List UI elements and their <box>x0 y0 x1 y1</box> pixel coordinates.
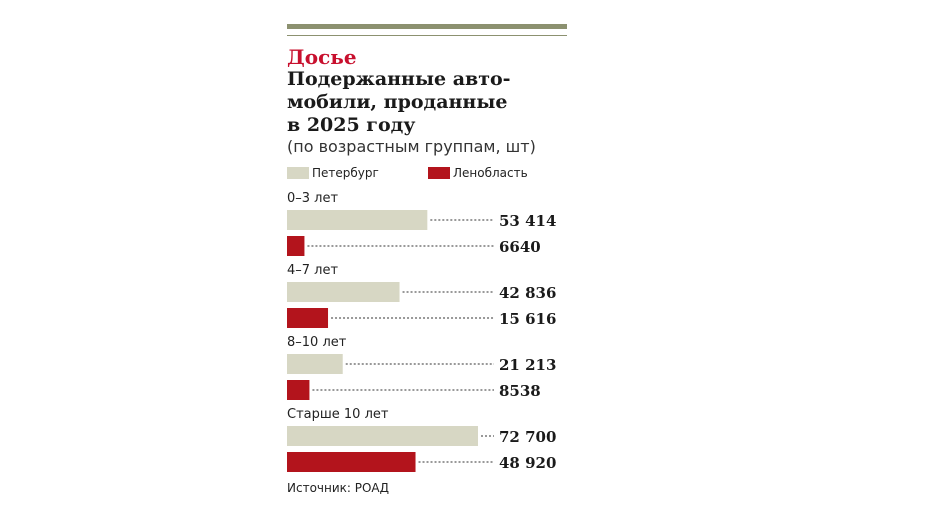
data-label-lenoblast: 8538 <box>499 382 541 400</box>
bar-petersburg <box>287 426 478 446</box>
legend-label-petersburg: Петербург <box>312 166 379 180</box>
bar-petersburg <box>287 210 428 230</box>
chart-title: Подержанные авто- мобили, проданные в 20… <box>287 68 567 137</box>
bar-chart: 0–3 лет 53 414 6640 4–7 лет 42 836 15 616 8–10… <box>287 191 556 472</box>
data-label-lenoblast: 15 616 <box>499 310 556 328</box>
chart-subtitle: (по возрастным группам, шт) <box>287 137 536 156</box>
data-label-petersburg: 72 700 <box>499 428 556 446</box>
infographic-panel: Досье Подержанные авто- мобили, проданны… <box>287 24 567 504</box>
legend-swatch-lenoblast <box>428 167 450 179</box>
data-label-petersburg: 42 836 <box>499 284 556 302</box>
legend-swatch-petersburg <box>287 167 309 179</box>
category-label: Старше 10 лет <box>287 407 389 422</box>
bar-lenoblast <box>287 308 329 328</box>
chart-title-line: в 2025 году <box>287 114 416 136</box>
category-label: 4–7 лет <box>287 263 338 278</box>
chart-legend: Петербург Ленобласть <box>287 165 567 181</box>
bar-petersburg <box>287 282 400 302</box>
bar-lenoblast <box>287 452 416 472</box>
top-rule-thick <box>287 24 567 29</box>
bar-petersburg <box>287 354 343 374</box>
rubric-label: Досье <box>287 45 357 69</box>
category-label: 8–10 лет <box>287 335 347 350</box>
data-label-petersburg: 53 414 <box>499 212 556 230</box>
bar-lenoblast <box>287 380 310 400</box>
source-note: Источник: РОАД <box>287 481 390 495</box>
chart-title-line: Подержанные авто- <box>287 68 511 90</box>
data-label-petersburg: 21 213 <box>499 356 556 374</box>
category-label: 0–3 лет <box>287 191 338 206</box>
chart-title-line: мобили, проданные <box>287 91 508 113</box>
data-label-lenoblast: 48 920 <box>499 454 556 472</box>
legend-label-lenoblast: Ленобласть <box>453 166 528 180</box>
top-rule-thin <box>287 35 567 36</box>
data-label-lenoblast: 6640 <box>499 238 541 256</box>
bar-lenoblast <box>287 236 305 256</box>
